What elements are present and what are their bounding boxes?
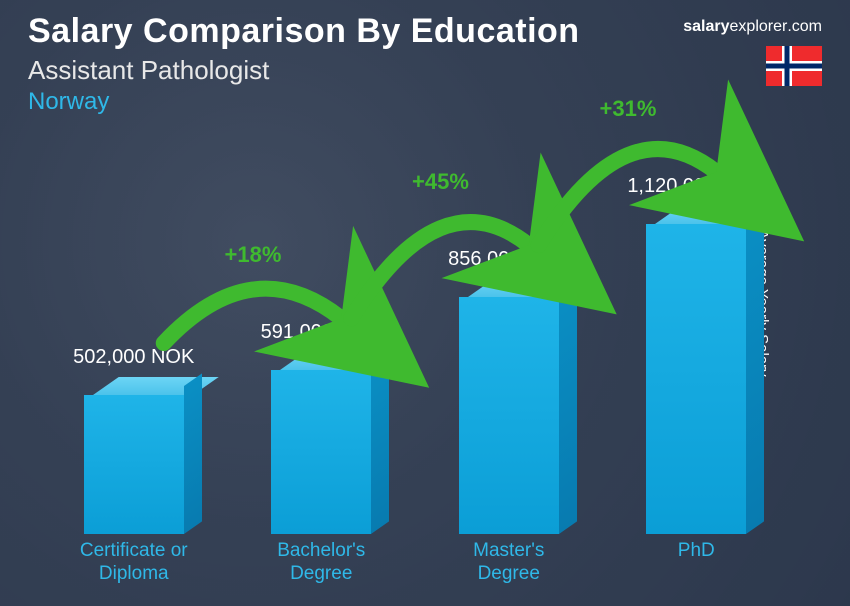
increase-label: +31% bbox=[600, 96, 657, 122]
bar-side-face bbox=[184, 373, 202, 534]
norway-flag-icon bbox=[766, 46, 822, 86]
bar-front-face bbox=[84, 395, 184, 534]
bars-container: 502,000 NOK 591,000 NOK 856,000 NOK 1,120,0… bbox=[40, 140, 790, 534]
x-axis-label: Certificate orDiploma bbox=[40, 540, 228, 586]
bar bbox=[459, 279, 559, 534]
bar-front-face bbox=[271, 370, 371, 534]
increase-label: +45% bbox=[412, 169, 469, 195]
bar-group: 1,120,000 NOK bbox=[603, 175, 791, 534]
x-axis-label: Bachelor'sDegree bbox=[228, 540, 416, 586]
bar-value-label: 502,000 NOK bbox=[73, 346, 194, 369]
bar-value-label: 1,120,000 NOK bbox=[627, 175, 765, 198]
brand-tld: .com bbox=[787, 18, 822, 35]
brand-light: explorer bbox=[730, 18, 788, 35]
x-axis-label: Master'sDegree bbox=[415, 540, 603, 586]
brand-bold: salary bbox=[683, 18, 729, 35]
bar-side-face bbox=[371, 348, 389, 534]
bar bbox=[271, 352, 371, 534]
brand-logo: salaryexplorer.com bbox=[683, 18, 822, 36]
bar-side-face bbox=[559, 275, 577, 534]
page-subtitle: Assistant Pathologist bbox=[28, 55, 822, 86]
bar-side-face bbox=[746, 202, 764, 534]
bar-front-face bbox=[459, 297, 559, 534]
bar-value-label: 856,000 NOK bbox=[448, 248, 569, 271]
bar-group: 856,000 NOK bbox=[415, 248, 603, 534]
country-label: Norway bbox=[28, 88, 822, 116]
increase-label: +18% bbox=[225, 242, 282, 268]
bar-group: 502,000 NOK bbox=[40, 346, 228, 534]
chart-area: 502,000 NOK 591,000 NOK 856,000 NOK 1,120,0… bbox=[40, 140, 790, 586]
bar-group: 591,000 NOK bbox=[228, 321, 416, 534]
x-labels: Certificate orDiplomaBachelor'sDegreeMas… bbox=[40, 540, 790, 586]
bar-front-face bbox=[646, 224, 746, 534]
bar bbox=[84, 377, 184, 534]
bar-value-label: 591,000 NOK bbox=[261, 321, 382, 344]
bar bbox=[646, 206, 746, 534]
x-axis-label: PhD bbox=[603, 540, 791, 586]
